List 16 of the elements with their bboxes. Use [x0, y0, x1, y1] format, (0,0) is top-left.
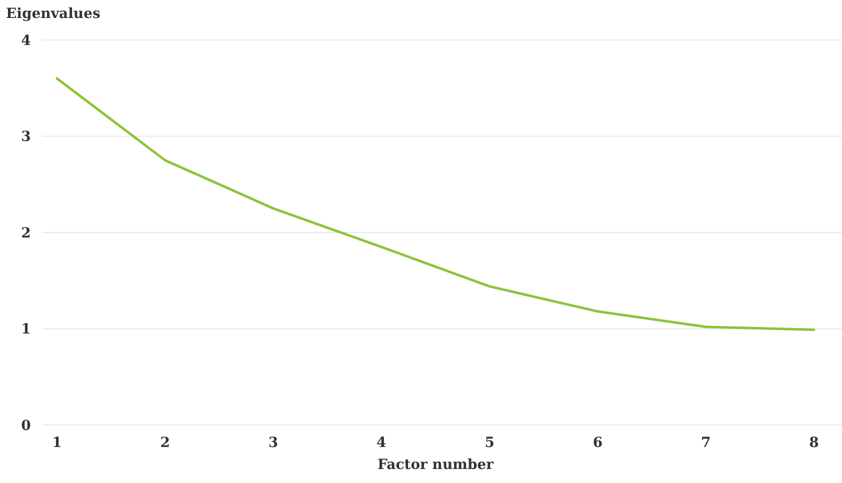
x-tick-label: 8: [809, 435, 819, 451]
x-tick-label: 4: [376, 435, 387, 451]
y-tick-label: 0: [21, 418, 32, 434]
x-tick-label: 1: [52, 435, 62, 451]
y-axis-title: Eigenvalues: [6, 6, 100, 22]
x-axis-title: Factor number: [377, 457, 494, 473]
y-tick-label: 3: [21, 129, 31, 146]
y-tick-label: 1: [21, 322, 31, 338]
x-tick-label: 5: [484, 435, 494, 451]
x-tick-label: 6: [592, 435, 603, 451]
x-tick-label: 3: [268, 435, 278, 451]
y-tick-label: 2: [21, 225, 31, 242]
x-tick-label: 7: [700, 435, 711, 451]
x-tick-label: 2: [160, 435, 170, 451]
y-tick-label: 4: [21, 32, 32, 49]
line-series: [56, 77, 816, 331]
